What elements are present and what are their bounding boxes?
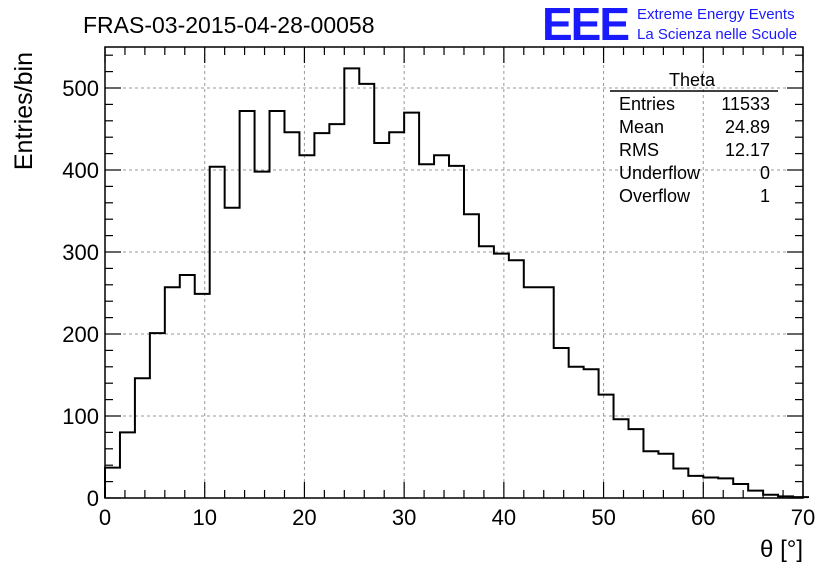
stats-row-label: RMS — [619, 140, 659, 160]
histogram-bin — [554, 348, 569, 498]
histogram-bin — [509, 260, 524, 498]
stats-row-value: 12.17 — [725, 140, 770, 160]
stats-title: Theta — [669, 70, 716, 90]
histogram-bin — [240, 111, 255, 498]
histogram-bin — [150, 333, 165, 498]
x-tick-label: 30 — [392, 505, 416, 530]
histogram-bin — [419, 164, 434, 498]
stats-row-value: 1 — [760, 186, 770, 206]
histogram-bin — [524, 287, 539, 498]
stats-row-label: Overflow — [619, 186, 691, 206]
histogram-bin — [479, 246, 494, 498]
histogram-bin — [658, 454, 673, 498]
logo-line-1: Extreme Energy Events — [637, 6, 795, 23]
histogram-bin — [584, 369, 599, 498]
histogram-bin — [284, 132, 299, 498]
y-tick-label: 400 — [62, 158, 99, 183]
histogram-bin — [539, 287, 554, 498]
x-tick-label: 60 — [691, 505, 715, 530]
histogram-bin — [359, 84, 374, 498]
stats-box: Theta Entries 11533 Mean 24.89 RMS 12.17 Under… — [610, 70, 778, 206]
histogram-bin — [464, 214, 479, 498]
histogram-bin — [120, 432, 135, 498]
histogram-bin — [165, 287, 180, 498]
logo-line-2: La Scienza nelle Scuole — [637, 26, 797, 43]
x-tick-label: 10 — [192, 505, 216, 530]
histogram-bin — [299, 155, 314, 498]
histogram-bin — [629, 429, 644, 498]
y-tick-label: 300 — [62, 240, 99, 265]
stats-row-label: Entries — [619, 94, 675, 114]
histogram-bin — [195, 294, 210, 498]
plot-frame — [104, 46, 804, 499]
histogram-bin — [718, 478, 733, 498]
x-tick-label: 70 — [791, 505, 815, 530]
chart-title: FRAS-03-2015-04-28-00058 — [83, 12, 375, 38]
histogram-bin — [599, 395, 614, 498]
histogram-bin — [643, 451, 658, 498]
histogram-bin — [434, 155, 449, 498]
y-tick-label: 500 — [62, 76, 99, 101]
x-axis-label: θ [°] — [760, 536, 803, 563]
stats-row-value: 24.89 — [725, 117, 770, 137]
histogram-bin — [688, 476, 703, 498]
histogram-bin — [180, 275, 195, 498]
histogram-bin — [748, 491, 763, 498]
histogram-bin — [614, 419, 629, 498]
histogram-outline — [104, 67, 809, 499]
y-tick-label: 100 — [62, 404, 99, 429]
histogram-bin — [569, 367, 584, 498]
y-tick-label: 200 — [62, 322, 99, 347]
y-axis-label: Entries/bin — [10, 52, 38, 170]
stats-row-value: 11533 — [721, 94, 770, 114]
histogram-bin — [374, 143, 389, 498]
grid-layer — [105, 47, 803, 498]
histogram-bin — [255, 172, 270, 498]
histogram-bin — [225, 208, 240, 498]
histogram-bin — [494, 254, 509, 498]
histogram-bin — [404, 113, 419, 498]
histogram-bin — [449, 166, 464, 498]
logo-letters: EEE — [542, 0, 628, 50]
x-tick-label: 40 — [492, 505, 516, 530]
histogram-bin — [733, 484, 748, 498]
x-tick-label: 0 — [99, 505, 111, 530]
histogram-bin — [314, 133, 329, 498]
histogram-bin — [270, 111, 285, 498]
stats-row-label: Underflow — [619, 163, 701, 183]
x-tick-label: 50 — [591, 505, 615, 530]
histogram-bin — [703, 478, 718, 499]
eee-logo: EEE Extreme Energy Events La Scienza nel… — [542, 0, 797, 50]
histogram-bin — [105, 468, 120, 498]
stats-row-value: 0 — [760, 163, 770, 183]
x-tick-label: 20 — [292, 505, 316, 530]
histogram-bin — [389, 132, 404, 498]
y-tick-label: 0 — [87, 486, 99, 511]
histogram-bin — [673, 468, 688, 498]
histogram-bin — [329, 124, 344, 498]
histogram-bin — [210, 167, 225, 498]
histogram-bin — [135, 378, 150, 498]
stats-row-label: Mean — [619, 117, 664, 137]
histogram-bin — [344, 68, 359, 498]
